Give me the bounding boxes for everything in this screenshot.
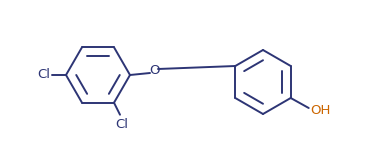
Text: Cl: Cl	[37, 69, 50, 81]
Text: O: O	[149, 64, 159, 78]
Text: OH: OH	[311, 103, 331, 117]
Text: Cl: Cl	[115, 118, 128, 131]
